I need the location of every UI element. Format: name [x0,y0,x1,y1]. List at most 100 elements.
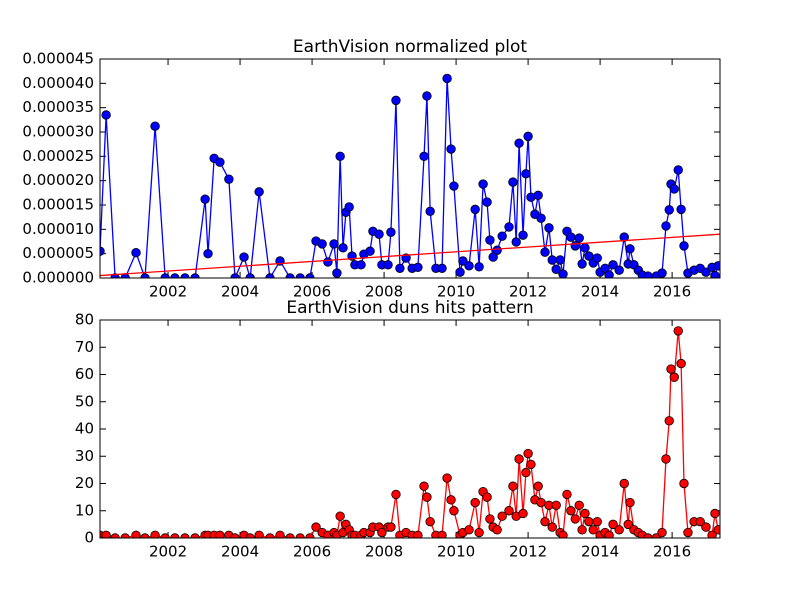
point [422,492,432,502]
point [574,500,584,511]
point [386,227,396,237]
point [523,448,533,459]
point [574,233,584,243]
point [669,184,679,194]
point [570,514,580,524]
point [683,527,693,538]
point [580,243,590,253]
x-tick-label: 2006 [293,543,331,561]
y-tick-label: 20 [75,474,94,492]
point [254,530,264,538]
point [562,489,572,500]
point [604,530,614,538]
point [391,489,401,500]
point [230,273,240,278]
x-tick-label: 2016 [653,283,691,301]
point [673,165,683,175]
point [437,263,447,273]
point [514,138,524,148]
x-tick-label: 2008 [365,543,403,561]
point [643,271,653,278]
point [344,202,354,212]
point [150,121,160,131]
axes-frame [99,319,721,539]
point [245,273,255,278]
point [470,204,480,215]
point [446,495,456,505]
point [305,533,315,538]
point [511,237,521,247]
point [551,264,561,274]
point [131,247,141,258]
point [230,533,240,538]
point [120,533,130,538]
point [377,527,387,538]
point [160,273,170,278]
point [661,454,671,464]
point [619,232,629,242]
point [180,273,190,278]
point [317,239,327,249]
point [485,514,495,524]
x-tick-label: 2010 [437,283,475,301]
point [419,151,429,162]
point [295,533,305,538]
chart-title: EarthVision normalized plot [293,37,528,57]
point [608,519,618,530]
point [676,358,686,369]
point [625,244,635,254]
y-tick-label: 0.000005 [22,244,94,262]
point [614,265,624,275]
point [239,252,249,262]
point [540,247,550,257]
point [335,151,345,162]
point [508,481,518,491]
point [425,516,435,527]
point [190,533,200,538]
x-tick-label: 2004 [221,543,259,561]
point [356,260,366,270]
x-tick-label: 2012 [509,543,547,561]
point [533,481,543,491]
point [170,273,180,278]
point [101,110,111,120]
point [455,267,465,277]
point [383,260,393,270]
point [661,221,671,231]
point [676,204,686,215]
point [514,454,524,464]
point [584,516,594,527]
x-tick-label: 2010 [437,543,475,561]
x-tick-label: 2014 [581,543,619,561]
x-tick-label: 2002 [149,283,187,301]
point [395,263,405,273]
point [474,262,484,272]
point [374,229,384,239]
point [140,273,150,278]
point [679,478,689,489]
point [558,530,568,538]
y-tick-label: 70 [75,338,94,356]
y-tick-label: 0.000015 [22,196,94,214]
x-tick-label: 2012 [509,283,547,301]
point [547,522,557,532]
subplot: EarthVision duns hits pattern 0 10 20 30 40 50… [75,298,721,561]
point [604,270,614,278]
point [664,416,674,426]
point [365,246,375,256]
plot-area [100,326,720,538]
point [329,239,339,249]
point [577,259,587,269]
point [338,243,348,253]
point [701,522,711,532]
point [566,232,576,242]
y-tick-label: 0.000045 [22,50,94,68]
point [588,525,598,535]
point [643,533,653,538]
point [110,533,120,538]
point [544,223,554,233]
x-tick-label: 2014 [581,283,619,301]
point [485,235,495,245]
x-tick-label: 2016 [653,543,691,561]
